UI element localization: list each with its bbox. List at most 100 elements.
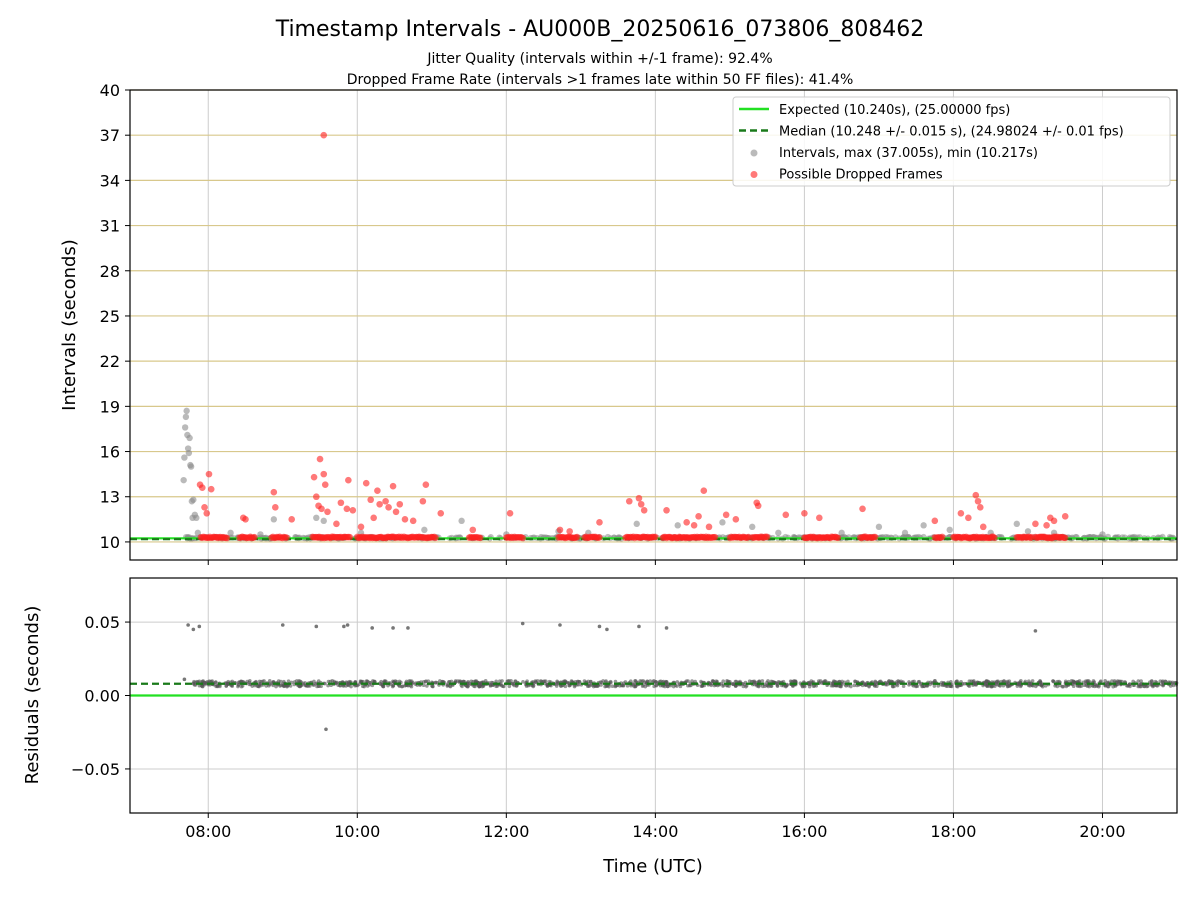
dropped-frame-point [270, 488, 278, 496]
residual-point [760, 679, 765, 683]
dropped-frame-point [437, 510, 445, 517]
interval-point [1024, 528, 1032, 535]
interval-point [181, 454, 188, 461]
interval-point [1013, 520, 1020, 528]
residual-point [751, 679, 755, 684]
residual-point [1103, 679, 1107, 683]
residual-point [928, 682, 932, 687]
residual-outlier-point [197, 624, 202, 629]
residual-point [200, 684, 205, 689]
residual-point [565, 680, 570, 685]
dropped-frame-point [251, 533, 258, 541]
residual-point [840, 679, 844, 684]
residual-point [1151, 684, 1155, 689]
residual-point [741, 684, 746, 689]
residual-outlier-point [370, 626, 374, 630]
dropped-frame-point [566, 528, 573, 535]
dropped-frame-point [320, 131, 328, 139]
dropped-frame-point [376, 500, 383, 508]
interval-point [920, 522, 927, 529]
residual-point [939, 682, 943, 687]
residual-point [360, 684, 365, 689]
legend: Expected (10.240s), (25.00000 fps) Median… [732, 96, 1171, 187]
residual-point [358, 679, 363, 683]
residual-point [494, 679, 499, 684]
residual-point [864, 683, 868, 688]
residual-point [933, 679, 937, 683]
residual-point [445, 682, 449, 687]
residual-point [837, 684, 842, 688]
residual-point [1039, 683, 1044, 688]
residual-point [397, 684, 402, 689]
residual-point [648, 679, 653, 683]
legend-box [732, 96, 1171, 187]
interval-point [270, 516, 278, 523]
residual-outlier-point [664, 626, 669, 630]
residual-point [513, 679, 517, 684]
residual-point [1064, 684, 1069, 689]
dropped-frame-point [367, 496, 374, 504]
residual-point [202, 680, 207, 685]
legend-label: Possible Dropped Frames [779, 168, 943, 183]
dropped-frame-point [476, 534, 484, 542]
interval-point [901, 529, 909, 537]
legend-dot-swatch [750, 149, 758, 157]
residual-point [991, 684, 995, 688]
interval-point [181, 424, 189, 431]
residual-point [725, 679, 729, 683]
dropped-frame-point [382, 497, 389, 505]
dropped-frame-point [625, 497, 633, 505]
interval-point [185, 449, 193, 457]
residual-point [282, 679, 286, 684]
residual-point [1029, 681, 1033, 686]
residual-point [278, 684, 282, 688]
dropped-frame-point [201, 503, 208, 511]
residual-point [213, 680, 218, 685]
dropped-frame-point [316, 455, 324, 463]
interval-point [180, 476, 187, 484]
residual-point [686, 683, 690, 688]
intervals-y-tick-label: 16 [100, 443, 120, 462]
dropped-frame-point [409, 517, 417, 525]
residual-point [224, 684, 229, 688]
residual-point [1071, 684, 1076, 689]
residual-point [488, 682, 493, 687]
residual-point [994, 680, 999, 684]
residual-point [788, 679, 793, 683]
residual-point [618, 684, 622, 688]
dropped-frame-point [965, 514, 972, 522]
residual-point [967, 684, 972, 689]
dropped-frame-point [357, 523, 365, 531]
residual-point [907, 683, 911, 687]
dropped-frame-point [205, 470, 213, 478]
residual-point [769, 684, 773, 689]
dropped-frame-point [288, 516, 296, 523]
interval-point [719, 519, 726, 526]
residual-point [286, 679, 291, 683]
legend-label: Median (10.248 +/- 0.015 s), (24.98024 +… [779, 125, 1124, 140]
x-axis-label: Time (UTC) [602, 856, 703, 877]
intervals-y-tick-label: 34 [100, 171, 120, 190]
x-tick-label: 08:00 [185, 822, 231, 841]
residual-point [823, 679, 827, 683]
residual-outlier-point [605, 627, 609, 632]
residual-point [873, 680, 878, 685]
residual-point [1066, 679, 1071, 684]
residuals-y-axis-label: Residuals (seconds) [22, 606, 43, 785]
dropped-frame-point [801, 510, 808, 517]
dropped-frame-point [345, 476, 352, 484]
dropped-frame-point [663, 506, 670, 514]
dropped-frame-point [370, 514, 377, 522]
dropped-frame-point [979, 523, 987, 531]
residual-outlier-point [280, 623, 285, 627]
interval-point [313, 514, 320, 522]
residual-point [896, 681, 901, 685]
residual-outlier-point [391, 626, 395, 630]
residual-point [711, 679, 716, 684]
dropped-frame-point [422, 481, 430, 488]
dropped-frame-point [506, 510, 514, 517]
intervals-y-tick-label: 22 [100, 352, 120, 371]
residual-point [215, 684, 220, 688]
dropped-frame-point [318, 505, 325, 513]
residual-outlier-point [342, 624, 346, 629]
